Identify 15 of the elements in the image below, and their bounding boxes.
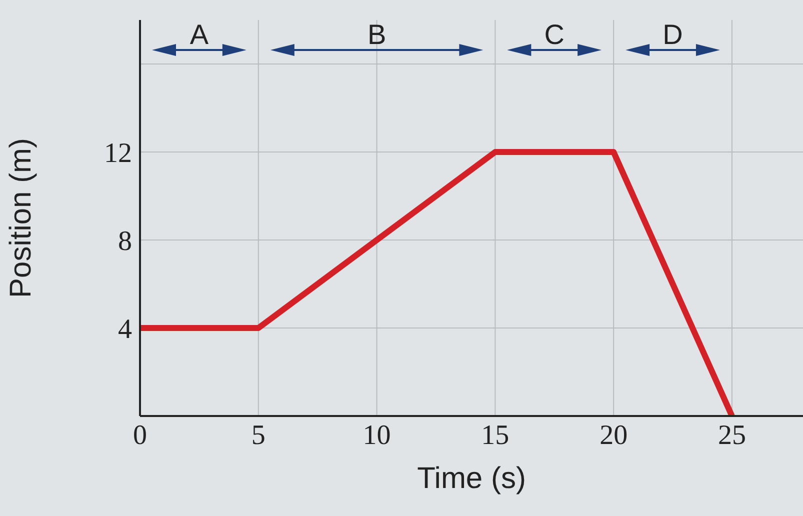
annotation: D [662,19,683,50]
x-tick-label: 0 [133,420,147,451]
x-tick-label: 20 [600,420,628,451]
annotation: C [544,19,564,50]
x-tick-label: 5 [251,420,266,451]
x-tick-label: 25 [718,420,746,451]
annotation: A [190,19,209,50]
y-tick-label: 12 [104,138,132,169]
x-tick-label: 10 [362,420,391,451]
y-tick-label: 4 [118,314,132,345]
y-tick-label: 8 [118,226,132,257]
x-tick-label: 15 [481,420,510,451]
y-axis-title: Position (m) [4,138,38,298]
annotation: B [367,19,386,50]
x-axis-title: Time (s) [417,462,526,495]
